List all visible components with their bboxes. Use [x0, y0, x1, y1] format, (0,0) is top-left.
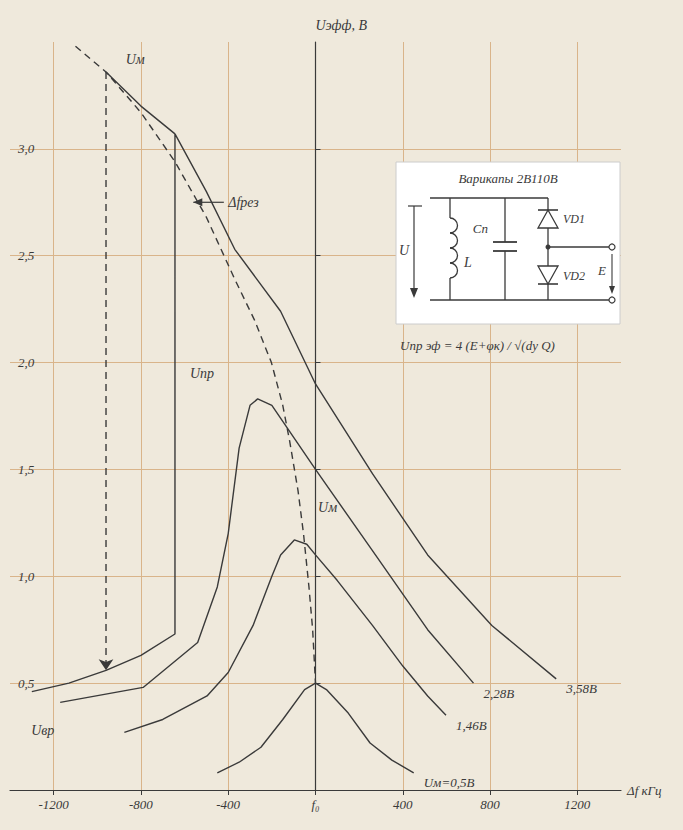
svg-text:Cп: Cп	[473, 221, 488, 236]
svg-text:Δf кГц: Δf кГц	[626, 783, 662, 798]
svg-text:3,58В: 3,58В	[565, 681, 597, 696]
svg-text:Δfрез: Δfрез	[227, 195, 259, 210]
svg-text:Uэфф, В: Uэфф, В	[316, 18, 368, 33]
svg-text:VD1: VD1	[563, 212, 585, 226]
svg-text:3,0: 3,0	[17, 141, 35, 156]
svg-text:f₀: f₀	[311, 797, 319, 812]
svg-text:-1200: -1200	[38, 797, 69, 812]
svg-text:L: L	[463, 255, 472, 270]
svg-text:Uпр эф = 4 (E+φк) / √(dу Q): Uпр эф = 4 (E+φк) / √(dу Q)	[400, 338, 555, 353]
svg-text:Uпр: Uпр	[190, 366, 214, 381]
svg-text:E: E	[597, 263, 606, 278]
svg-text:Варикапы 2В110В: Варикапы 2В110В	[458, 171, 557, 186]
svg-text:Uм=0,5В: Uм=0,5В	[424, 775, 475, 790]
svg-text:VD2: VD2	[563, 269, 585, 283]
svg-text:0,5: 0,5	[18, 676, 35, 691]
svg-text:1200: 1200	[564, 797, 591, 812]
svg-text:Uм: Uм	[126, 52, 145, 67]
svg-text:-400: -400	[216, 797, 240, 812]
svg-text:2,5: 2,5	[18, 248, 35, 263]
svg-text:800: 800	[480, 797, 500, 812]
svg-text:2,28В: 2,28В	[483, 686, 514, 701]
svg-text:1,5: 1,5	[18, 462, 35, 477]
svg-text:U: U	[399, 243, 410, 258]
svg-text:Uм: Uм	[318, 500, 337, 515]
svg-text:-800: -800	[129, 797, 153, 812]
svg-text:1,0: 1,0	[18, 569, 35, 584]
svg-text:1,46В: 1,46В	[456, 718, 487, 733]
svg-text:Uвр: Uвр	[31, 723, 54, 738]
svg-text:400: 400	[393, 797, 413, 812]
svg-text:2,0: 2,0	[18, 355, 35, 370]
